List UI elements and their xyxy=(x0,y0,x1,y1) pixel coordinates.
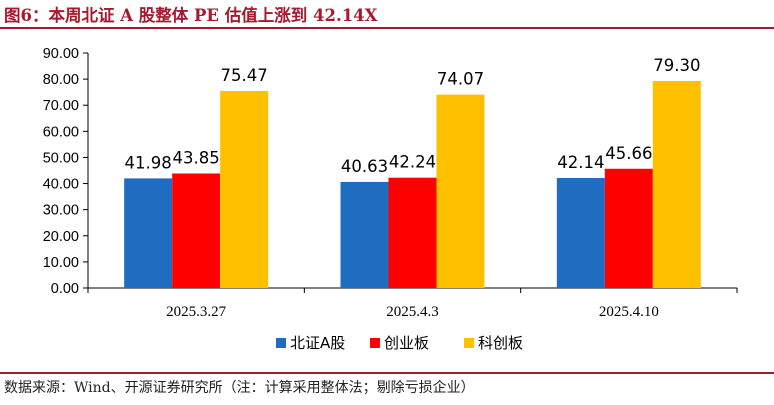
data-label: 42.14 xyxy=(557,153,604,172)
x-axis: 2025.3.27 2025.4.3 2025.4.10 xyxy=(87,287,738,320)
y-tick-label: 50.00 xyxy=(43,150,79,166)
y-tick-label: 80.00 xyxy=(43,72,79,88)
bar-chart: 0.00 10.00 20.00 30.00 40.00 50.00 60.00 70.00 8… xyxy=(43,46,738,352)
y-tick-label: 20.00 xyxy=(43,229,79,245)
title-divider xyxy=(0,27,774,29)
bar xyxy=(436,94,485,288)
y-tick-label: 60.00 xyxy=(43,124,79,140)
bar xyxy=(652,80,701,288)
bar xyxy=(220,90,269,288)
legend-label: 创业板 xyxy=(384,334,429,352)
y-tick-label: 0.00 xyxy=(51,281,79,297)
data-label: 45.66 xyxy=(605,144,652,163)
x-tick-label: 2025.4.10 xyxy=(599,304,659,320)
data-label: 75.47 xyxy=(221,66,268,85)
bar xyxy=(124,178,173,288)
data-labels: 41.98 43.85 75.47 40.63 42.24 74.07 42.14 45.66… xyxy=(125,56,701,176)
y-tick-label: 30.00 xyxy=(43,203,79,219)
y-tick-label: 90.00 xyxy=(43,46,79,62)
data-label: 42.24 xyxy=(389,153,436,172)
data-label: 79.30 xyxy=(653,56,700,75)
bar xyxy=(340,181,389,288)
y-tick-label: 40.00 xyxy=(43,177,79,193)
footer-divider xyxy=(0,372,774,374)
y-axis: 0.00 10.00 20.00 30.00 40.00 50.00 60.00 70.00 8… xyxy=(43,46,89,297)
data-label: 41.98 xyxy=(125,153,172,172)
legend-swatch xyxy=(370,338,380,348)
bar xyxy=(172,173,221,288)
legend-swatch xyxy=(464,338,474,348)
bar xyxy=(388,177,437,288)
legend: 北证A股 创业板 科创板 xyxy=(276,334,523,352)
legend-label: 北证A股 xyxy=(290,334,345,352)
legend-label: 科创板 xyxy=(478,334,523,352)
bar xyxy=(604,168,653,288)
y-tick-label: 70.00 xyxy=(43,98,79,114)
legend-swatch xyxy=(276,338,286,348)
y-tick-label: 10.00 xyxy=(43,255,79,271)
x-tick-label: 2025.3.27 xyxy=(166,304,227,320)
source-note: 数据来源：Wind、开源证券研究所（注：计算采用整体法；剔除亏损企业） xyxy=(4,380,475,396)
data-label: 43.85 xyxy=(173,149,220,168)
data-label: 40.63 xyxy=(341,157,388,176)
bars xyxy=(124,80,701,288)
chart-title: 图6：本周北证 A 股整体 PE 估值上涨到 42.14X xyxy=(4,6,378,25)
data-label: 74.07 xyxy=(437,70,484,89)
x-tick-label: 2025.4.3 xyxy=(386,304,439,320)
bar xyxy=(556,177,605,288)
